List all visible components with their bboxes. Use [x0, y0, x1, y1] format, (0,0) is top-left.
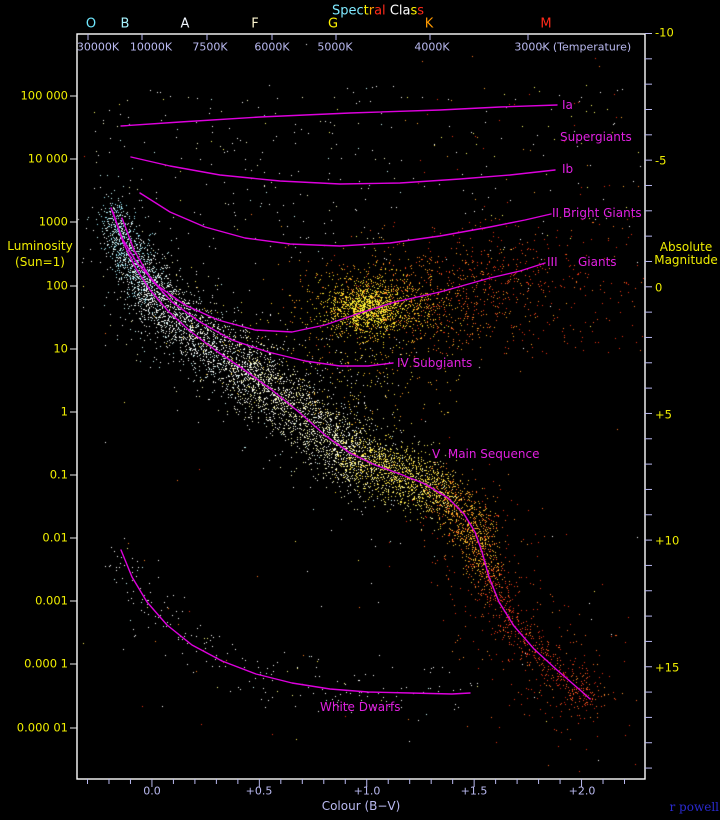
spectral-class-letter-O: O: [85, 16, 97, 32]
spectral-title-segment: Cla: [389, 3, 411, 19]
luminosity-tick-label: 10 000: [27, 151, 68, 166]
luminosity-tick-label: 100: [46, 278, 68, 293]
branch-label: Ia: [562, 98, 573, 112]
spectral-title-segment: Spec: [331, 3, 364, 19]
temperature-label: 30000K: [76, 40, 120, 54]
colour-tick-label: +1.0: [353, 784, 381, 798]
colour-tick-label: +2.0: [568, 784, 596, 798]
magnitude-tick-label: +15: [655, 660, 680, 675]
luminosity-class-curve-WD: [120, 549, 471, 695]
branch-label: Giants: [578, 255, 617, 269]
luminosity-tick-label: 1: [60, 404, 68, 419]
branch-label: Supergiants: [560, 130, 632, 144]
luminosity-axis-title: Luminosity: [7, 239, 73, 253]
magnitude-tick-label: -10: [655, 25, 674, 40]
spectral-title-segment: r: [368, 3, 375, 19]
luminosity-tick-label: 0.1: [49, 467, 68, 482]
spectral-class-letter-G: G: [327, 16, 339, 32]
spectral-title-segment: s: [417, 3, 425, 19]
plot-frame: [76, 33, 646, 780]
temperature-label: 3000K: [514, 40, 550, 54]
branch-label: White Dwarfs: [320, 700, 401, 714]
temperature-label: 7500K: [192, 40, 228, 54]
spectral-class-letter-M: M: [540, 16, 552, 32]
magnitude-tick-label: +5: [655, 407, 672, 422]
spectral-class-letter-B: B: [120, 16, 130, 32]
spectral-class-letter-K: K: [424, 16, 434, 32]
spectral-class-letter-A: A: [180, 16, 190, 32]
luminosity-tick-label: 0.000 01: [16, 720, 68, 735]
colour-tick-label: +0.5: [245, 784, 273, 798]
luminosity-class-curve-II: [139, 192, 552, 247]
luminosity-class-curve-III: [110, 207, 546, 333]
temperature-label: 6000K: [254, 40, 290, 54]
colour-axis-title: Colour (B−V): [321, 799, 401, 813]
luminosity-class-curve-V: [112, 211, 591, 700]
luminosity-tick-label: 0.001: [35, 593, 68, 608]
luminosity-tick-label: 0.01: [42, 530, 68, 545]
luminosity-class-curve-Ia: [120, 104, 558, 127]
luminosity-tick-label: 100 000: [20, 88, 68, 103]
spectral-title-segment: al: [374, 3, 386, 19]
branch-label: II Bright Giants: [552, 206, 642, 220]
colour-tick-label: 0.0: [143, 784, 161, 798]
colour-tick-label: +1.5: [460, 784, 488, 798]
temperature-label: 4000K: [414, 40, 450, 54]
magnitude-tick-label: 0: [655, 280, 663, 295]
temperature-label: 10000K: [129, 40, 173, 54]
branch-label: IV Subgiants: [397, 356, 473, 370]
magnitude-tick-label: +10: [655, 533, 680, 548]
magnitude-tick-label: -5: [655, 153, 667, 168]
spectral-class-letter-F: F: [251, 16, 259, 32]
branch-label: Ib: [562, 162, 574, 176]
credit-text: r powell: [669, 800, 719, 814]
luminosity-class-curve-Ib: [130, 156, 556, 185]
spectral-title-segment: s: [410, 3, 418, 19]
luminosity-tick-label: 0.000 1: [24, 656, 68, 671]
branch-label: III: [547, 255, 558, 269]
luminosity-tick-label: 1000: [38, 214, 68, 229]
absolute-magnitude-axis-title: Absolute: [659, 240, 713, 254]
spectral-class-title: Spectral Class: [332, 5, 424, 18]
luminosity-class-curve-IV: [121, 217, 394, 367]
temperature-label: 5000K: [317, 40, 353, 54]
luminosity-axis-subtitle: (Sun=1): [15, 255, 65, 269]
spectral-title-segment: t: [363, 3, 369, 19]
luminosity-tick-label: 10: [53, 341, 68, 356]
absolute-magnitude-axis-subtitle: Magnitude: [654, 253, 718, 267]
temperature-axis-note: (Temperature): [552, 40, 632, 54]
branch-label: V Main Sequence: [432, 447, 540, 461]
